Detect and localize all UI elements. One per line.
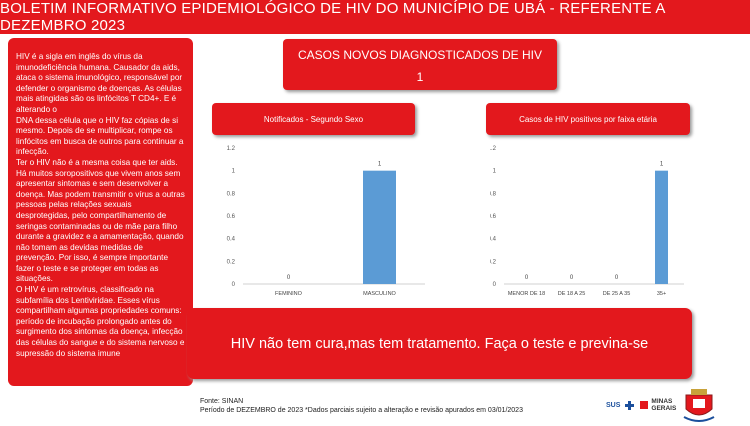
chart1-ytick-label: 1	[493, 169, 497, 175]
chart0-ytick-label: 0.4	[227, 237, 236, 243]
chart1-ytick-label: 0	[493, 282, 497, 288]
chart0-data-label: 1	[378, 162, 382, 168]
new-cases-title: CASOS NOVOS DIAGNOSTICADOS DE HIV	[297, 48, 543, 62]
footer-notes: Fonte: SINAN Período de DEZEMBRO de 2023…	[200, 397, 523, 415]
info-paragraph-2: Há muitos soropositivos que vivem anos s…	[16, 168, 185, 284]
new-cases-box: CASOS NOVOS DIAGNOSTICADOS DE HIV 1	[283, 39, 557, 90]
bulletin-header: BOLETIM INFORMATIVO EPIDEMIOLÓGICO DE HI…	[0, 0, 750, 34]
chart1-ytick-label: 0.8	[490, 191, 497, 197]
prevention-message: HIV não tem cura,mas tem tratamento. Faç…	[230, 335, 649, 352]
chart-sex-title: Notificados - Segundo Sexo	[263, 114, 364, 124]
plus-icon	[625, 400, 635, 410]
chart1-category-label: DE 18 A 25	[558, 291, 586, 297]
chart1-data-label: 0	[525, 275, 529, 281]
chart0-ytick-label: 0	[232, 282, 236, 288]
chart1-data-label: 0	[570, 275, 574, 281]
chart-sex-title-box: Notificados - Segundo Sexo	[212, 103, 415, 135]
bulletin-title: BOLETIM INFORMATIVO EPIDEMIOLÓGICO DE HI…	[0, 0, 665, 34]
mg-flag-icon	[640, 401, 649, 409]
chart-by-age: 0 0.2 0.4 0.6 0.8 1 1.2 0 MENOR DE 18 0 DE 18 A 25…	[490, 146, 684, 297]
info-paragraph-3: O HIV é um retrovírus, classificado na s…	[16, 285, 185, 358]
footer-source: Fonte: SINAN	[200, 398, 244, 405]
chart1-category-label: DE 25 A 35	[603, 291, 631, 297]
sus-logo: SUS	[606, 401, 621, 409]
info-paragraph-1: HIV é a sigla em inglês do vírus da imun…	[16, 52, 184, 167]
chart1-data-label: 0	[615, 275, 619, 281]
chart1-data-label: 1	[660, 162, 664, 168]
new-cases-value: 1	[416, 70, 424, 84]
chart0-data-label: 0	[287, 275, 291, 281]
chart0-ytick-label: 1	[232, 169, 236, 175]
chart0-ytick-label: 1.2	[227, 146, 236, 152]
footer-period: Período de DEZEMBRO de 2023 *Dados parci…	[200, 407, 523, 414]
chart0-category-label: FEMININO	[275, 291, 303, 297]
chart1-category-label: 35+	[657, 291, 666, 297]
hiv-info-panel: HIV é a sigla em inglês do vírus da imun…	[8, 38, 193, 386]
chart0-ytick-label: 0.2	[227, 259, 236, 265]
uba-crest-icon	[683, 389, 715, 422]
prevention-banner: HIV não tem cura,mas tem tratamento. Faç…	[187, 308, 692, 379]
chart1-ytick-label: 0.4	[490, 237, 497, 243]
chart1-ytick-label: 0.6	[490, 214, 497, 220]
chart-age-title: Casos de HIV positivos por faixa etária	[519, 114, 657, 124]
mg-line1: MINAS	[651, 398, 673, 405]
logos-bar: SUS MINAS GERAIS	[606, 387, 716, 423]
chart0-ytick-label: 0.8	[227, 191, 236, 197]
chart1-bar	[655, 170, 668, 284]
chart-by-sex: 0 0.2 0.4 0.6 0.8 1 1.2 0 FEMININO 1 MASCULINO	[227, 146, 425, 297]
chart1-category-label: MENOR DE 18	[508, 291, 545, 297]
chart0-ytick-label: 0.6	[227, 214, 236, 220]
chart1-ytick-label: 1.2	[490, 146, 497, 152]
chart-age-title-box: Casos de HIV positivos por faixa etária	[486, 103, 690, 135]
minas-gerais-logo: MINAS GERAIS	[651, 398, 676, 412]
mg-line2: GERAIS	[651, 405, 677, 412]
chart0-category-label: MASCULINO	[363, 291, 396, 297]
chart0-bar	[363, 170, 396, 284]
chart1-ytick-label: 0.2	[490, 259, 497, 265]
